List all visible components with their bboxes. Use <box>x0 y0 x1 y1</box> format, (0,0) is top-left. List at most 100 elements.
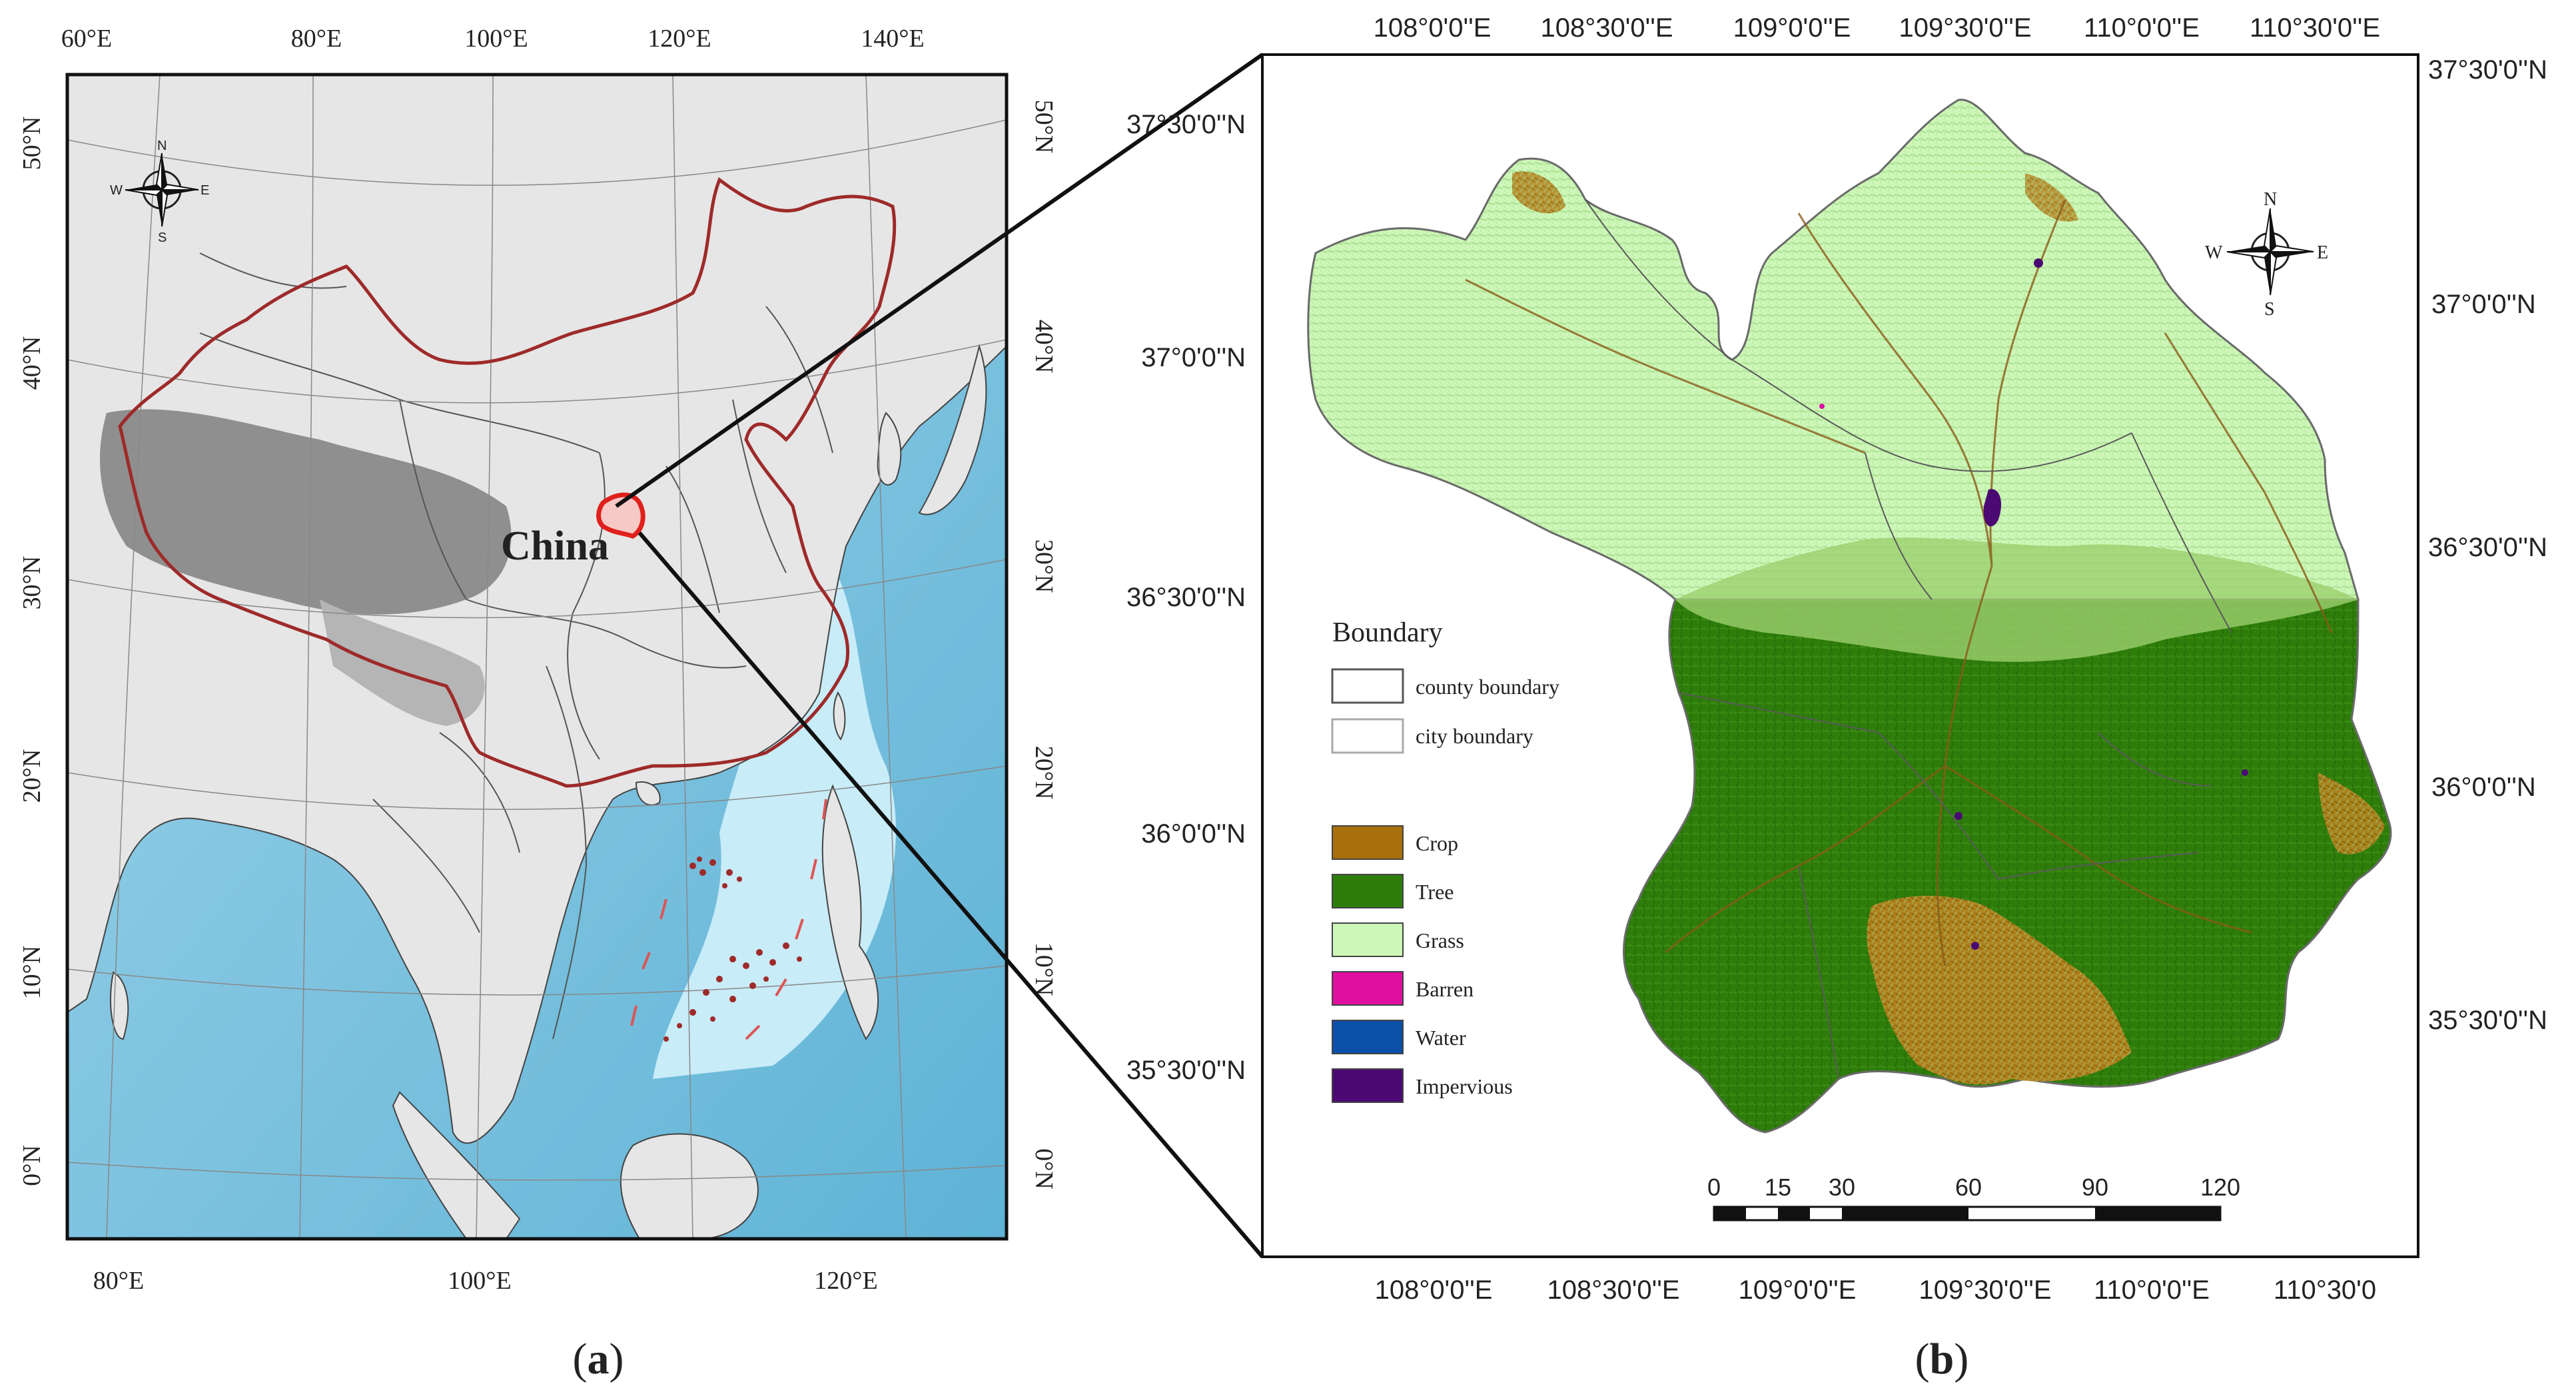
legend-swatch <box>1332 1020 1404 1054</box>
legend-label: Impervious <box>1416 1074 1513 1098</box>
panel-label-b: (b) <box>1915 1335 1969 1383</box>
panel-a-left-lat: 50°N 40°N 30°N 20°N 10°N 0°N <box>18 117 46 1186</box>
lat-label: 36°30'0''N <box>1126 583 1246 612</box>
lon-label: 60°E <box>61 25 112 53</box>
korea <box>877 412 902 486</box>
compass-rose-b: N S E W <box>2205 189 2328 320</box>
legend-item: Water <box>1332 1020 1466 1054</box>
scale-tick: 120 <box>2200 1174 2240 1201</box>
tibetan-plateau <box>100 409 512 615</box>
lat-label: 0°N <box>1030 1148 1058 1190</box>
legend-item: Crop <box>1332 825 1458 860</box>
scale-tick: 0 <box>1707 1174 1721 1201</box>
nine-dash-line <box>630 799 827 1040</box>
admin-boundaries <box>199 252 833 1040</box>
japan <box>918 344 987 516</box>
lon-label: 110°0'0''E <box>2094 1275 2210 1305</box>
compass-n: N <box>2264 189 2277 210</box>
lat-label: 40°N <box>1030 320 1058 374</box>
panel-a-frame <box>65 73 1009 1241</box>
panel-b-left-lat: 37°30'0''N 37°0'0''N 36°30'0''N 36°0'0''… <box>1126 110 1246 1085</box>
legend-item: Impervious <box>1332 1068 1513 1103</box>
land-cover-crop <box>1867 896 2132 1085</box>
china-border <box>118 177 897 788</box>
scale-tick: 15 <box>1765 1174 1791 1201</box>
panel-b-map: N S E W Boundary county boundary city bo… <box>1126 13 2547 1305</box>
compass-e: E <box>2317 242 2328 263</box>
scale-tick: 60 <box>1955 1174 1982 1201</box>
lat-label: 0°N <box>18 1145 46 1186</box>
taiwan <box>833 691 846 741</box>
compass-w: W <box>110 183 123 198</box>
river-valleys <box>1465 199 2333 966</box>
lat-label: 40°N <box>18 336 46 390</box>
lon-label: 120°E <box>647 25 711 53</box>
legend-swatch <box>1332 971 1404 1006</box>
panel-a-top-lon: 60°E 80°E 100°E 120°E 140°E <box>61 25 925 53</box>
zoom-connector-lines <box>615 53 1264 1258</box>
lat-label: 30°N <box>18 556 46 610</box>
lat-label: 10°N <box>1030 942 1058 996</box>
legend-label: county boundary <box>1416 675 1559 699</box>
legend-swatch <box>1331 668 1404 704</box>
lon-label: 100°E <box>448 1267 511 1295</box>
legend-label: Tree <box>1416 880 1454 904</box>
lat-label: 37°0'0''N <box>1141 343 1246 372</box>
lon-label: 100°E <box>464 25 528 53</box>
county-boundaries <box>1585 199 2232 1080</box>
compass-n: N <box>157 139 167 153</box>
legend-label: city boundary <box>1416 724 1533 748</box>
legend-label: Barren <box>1416 977 1474 1001</box>
lon-label: 110°0'0''E <box>2084 13 2200 43</box>
lon-label: 110°30'0 <box>2274 1275 2376 1305</box>
lon-label: 140°E <box>861 25 924 53</box>
panel-b-frame <box>1261 53 2419 1258</box>
lat-label: 10°N <box>18 946 46 1000</box>
legend-swatch <box>1332 1068 1404 1103</box>
lon-label: 108°30'0''E <box>1547 1275 1679 1305</box>
lat-label: 20°N <box>1030 746 1058 800</box>
legend-label: Grass <box>1416 928 1464 952</box>
impervious-patches <box>1819 258 2248 950</box>
panel-a-right-lat: 50°N 40°N 30°N 20°N 10°N 0°N <box>1030 100 1058 1190</box>
legend-swatch <box>1332 922 1404 957</box>
land-cover-grass <box>1307 99 2360 601</box>
lon-label: 120°E <box>814 1267 877 1295</box>
philippines <box>821 784 879 1040</box>
compass-s: S <box>158 230 167 245</box>
panel-b-top-lon: 108°0'0''E 108°30'0''E 109°0'0''E 109°30… <box>1374 13 2380 43</box>
legend-label: Crop <box>1416 831 1458 855</box>
compass-e: E <box>201 183 209 198</box>
borneo <box>620 1133 759 1239</box>
lon-label: 80°E <box>291 25 342 53</box>
lon-label: 110°30'0''E <box>2250 13 2380 43</box>
china-label: China <box>501 523 609 569</box>
panel-b-right-lat: 37°30'0''N 37°0'0''N 36°30'0''N 36°0'0''… <box>2428 55 2547 1035</box>
lat-label: 50°N <box>1030 100 1058 154</box>
legend-item: Grass <box>1332 922 1464 957</box>
lon-label: 109°0'0''E <box>1739 1275 1857 1305</box>
lat-label: 37°0'0''N <box>2431 290 2536 319</box>
lat-label: 20°N <box>18 749 46 803</box>
land-cover-grass-transition <box>1675 537 2358 662</box>
scale-tick: 90 <box>2082 1174 2108 1201</box>
legend-swatch <box>1332 874 1404 908</box>
legend: Boundary county boundary city boundary C… <box>1331 617 1559 1103</box>
lat-label: 36°30'0''N <box>2428 533 2547 562</box>
lat-label: 35°30'0''N <box>1126 1056 1246 1085</box>
compass-rose-a: N S E W <box>110 139 209 245</box>
lat-label: 37°30'0''N <box>2428 55 2547 85</box>
compass-s: S <box>2264 299 2275 320</box>
panel-b-bottom-lon: 108°0'0''E 108°30'0''E 109°0'0''E 109°30… <box>1375 1275 2376 1305</box>
lon-label: 108°0'0''E <box>1374 13 1492 43</box>
legend-swatch <box>1332 825 1404 860</box>
legend-swatch <box>1331 718 1404 754</box>
legend-item: Barren <box>1332 971 1474 1006</box>
lon-label: 109°30'0''E <box>1899 13 2031 43</box>
panel-a-map: China N S E W 60°E 80°E 100°E 120°E 140°… <box>18 25 1058 1295</box>
lat-label: 36°0'0''N <box>2431 773 2536 802</box>
lon-label: 80°E <box>93 1267 144 1295</box>
panel-label-a: (a) <box>573 1335 624 1383</box>
legend-item: county boundary <box>1331 668 1559 704</box>
hainan <box>635 781 661 806</box>
